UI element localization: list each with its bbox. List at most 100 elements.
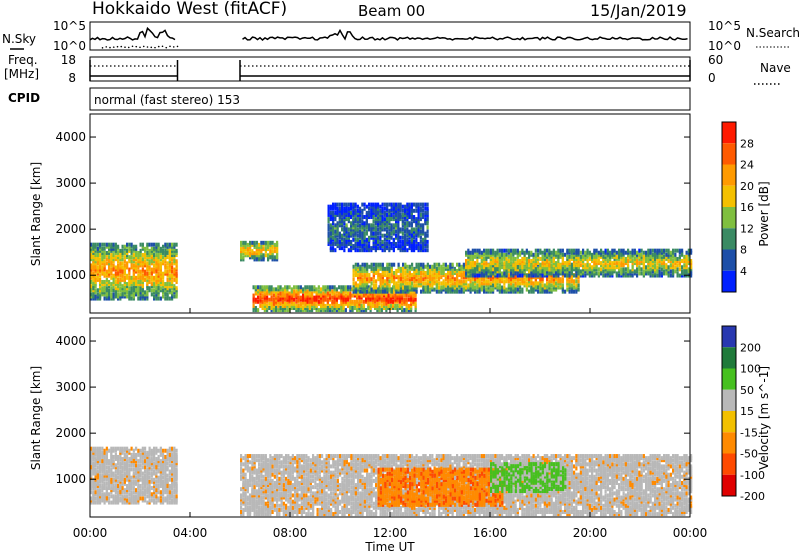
heatmap-cell xyxy=(552,279,555,284)
colorbar-tick-label: 28 xyxy=(740,137,754,150)
heatmap-cell xyxy=(345,204,348,209)
heatmap-cell xyxy=(624,267,627,272)
heatmap-cell xyxy=(465,281,468,286)
heatmap-cell xyxy=(415,273,418,278)
heatmap-cell xyxy=(647,254,650,259)
heatmap-cell xyxy=(144,277,147,282)
heatmap-cell xyxy=(121,494,124,499)
heatmap-cell xyxy=(349,306,352,311)
heatmap-cell xyxy=(489,269,492,274)
heatmap-cell xyxy=(262,240,265,245)
heatmap-cell xyxy=(358,295,361,300)
heatmap-cell xyxy=(94,294,97,299)
heatmap-cell xyxy=(267,257,270,262)
heatmap-cell xyxy=(352,289,355,294)
heatmap-cell xyxy=(168,255,171,260)
heatmap-cell xyxy=(633,252,636,257)
heatmap-cell xyxy=(557,256,560,261)
heatmap-cell xyxy=(381,210,384,215)
heatmap-cell xyxy=(94,284,97,289)
heatmap-cell xyxy=(390,287,393,292)
heatmap-cell xyxy=(99,248,102,253)
heatmap-cell xyxy=(413,275,416,280)
heatmap-cell xyxy=(99,294,102,299)
heatmap-cell xyxy=(386,277,389,282)
heatmap-cell xyxy=(440,268,443,273)
heatmap-cell xyxy=(317,295,320,300)
heatmap-cell xyxy=(376,301,379,306)
heatmap-cell xyxy=(555,285,558,290)
heatmap-cell xyxy=(112,292,115,297)
heatmap-cell xyxy=(582,256,585,261)
heatmap-cell xyxy=(272,299,275,304)
heatmap-cell xyxy=(105,282,108,287)
heatmap-cell xyxy=(279,308,282,313)
heatmap-cell xyxy=(678,267,681,272)
heatmap-cell xyxy=(444,266,447,271)
heatmap-cell xyxy=(537,261,540,266)
heatmap-cell xyxy=(685,267,688,272)
heatmap-cell xyxy=(546,265,549,270)
heatmap-cell xyxy=(388,208,391,213)
heatmap-cell xyxy=(377,227,380,232)
heatmap-cell xyxy=(333,297,336,302)
heatmap-cell xyxy=(546,269,549,274)
heatmap-cell xyxy=(654,265,657,270)
heatmap-cell xyxy=(447,277,450,282)
heatmap-cell xyxy=(128,294,131,299)
heatmap-cell xyxy=(386,235,389,240)
heatmap-cell xyxy=(327,210,330,215)
heatmap-cell xyxy=(678,250,681,255)
heatmap-cell xyxy=(103,263,106,268)
heatmap-cell xyxy=(105,486,108,491)
heatmap-cell xyxy=(402,266,405,271)
heatmap-cell xyxy=(334,231,337,236)
heatmap-cell xyxy=(388,225,391,230)
heatmap-cell xyxy=(117,257,120,262)
heatmap-cell xyxy=(402,281,405,286)
heatmap-cell xyxy=(342,308,345,313)
heatmap-cell xyxy=(543,271,546,276)
heatmap-cell xyxy=(132,275,135,280)
heatmap-cell xyxy=(90,267,93,272)
heatmap-cell xyxy=(645,252,648,257)
heatmap-cell xyxy=(352,277,355,282)
heatmap-cell xyxy=(577,283,580,288)
heatmap-cell xyxy=(123,286,126,291)
heatmap-cell xyxy=(286,299,289,304)
heatmap-cell xyxy=(386,264,389,269)
heatmap-cell xyxy=(342,297,345,302)
heatmap-cell xyxy=(359,279,362,284)
heatmap-cell xyxy=(577,256,580,261)
heatmap-cell xyxy=(566,287,569,292)
heatmap-cell xyxy=(121,473,124,478)
heatmap-cell xyxy=(573,256,576,261)
heatmap-cell xyxy=(356,299,359,304)
heatmap-cell xyxy=(356,215,359,220)
heatmap-cell xyxy=(510,279,513,284)
heatmap-cell xyxy=(435,281,438,286)
heatmap-cell xyxy=(266,291,269,296)
heatmap-cell xyxy=(417,279,420,284)
heatmap-cell xyxy=(440,289,443,294)
heatmap-cell xyxy=(366,266,369,271)
heatmap-cell xyxy=(121,253,124,258)
heatmap-cell xyxy=(543,283,546,288)
heatmap-cell xyxy=(139,277,142,282)
heatmap-cell xyxy=(629,273,632,278)
heatmap-cell xyxy=(372,208,375,213)
heatmap-cell xyxy=(389,303,392,308)
heatmap-cell xyxy=(525,259,528,264)
heatmap-cell xyxy=(467,261,470,266)
heatmap-cell xyxy=(251,242,254,247)
heatmap-cell xyxy=(606,265,609,270)
heatmap-cell xyxy=(332,206,335,211)
heatmap-cell xyxy=(132,490,135,495)
heatmap-cell xyxy=(433,268,436,273)
heatmap-cell xyxy=(326,297,329,302)
heatmap-cell xyxy=(548,287,551,292)
heatmap-cell xyxy=(258,255,261,260)
heatmap-cell xyxy=(523,250,526,255)
heatmap-cell xyxy=(148,267,151,272)
freq-label-line2: [MHz] xyxy=(4,67,39,81)
